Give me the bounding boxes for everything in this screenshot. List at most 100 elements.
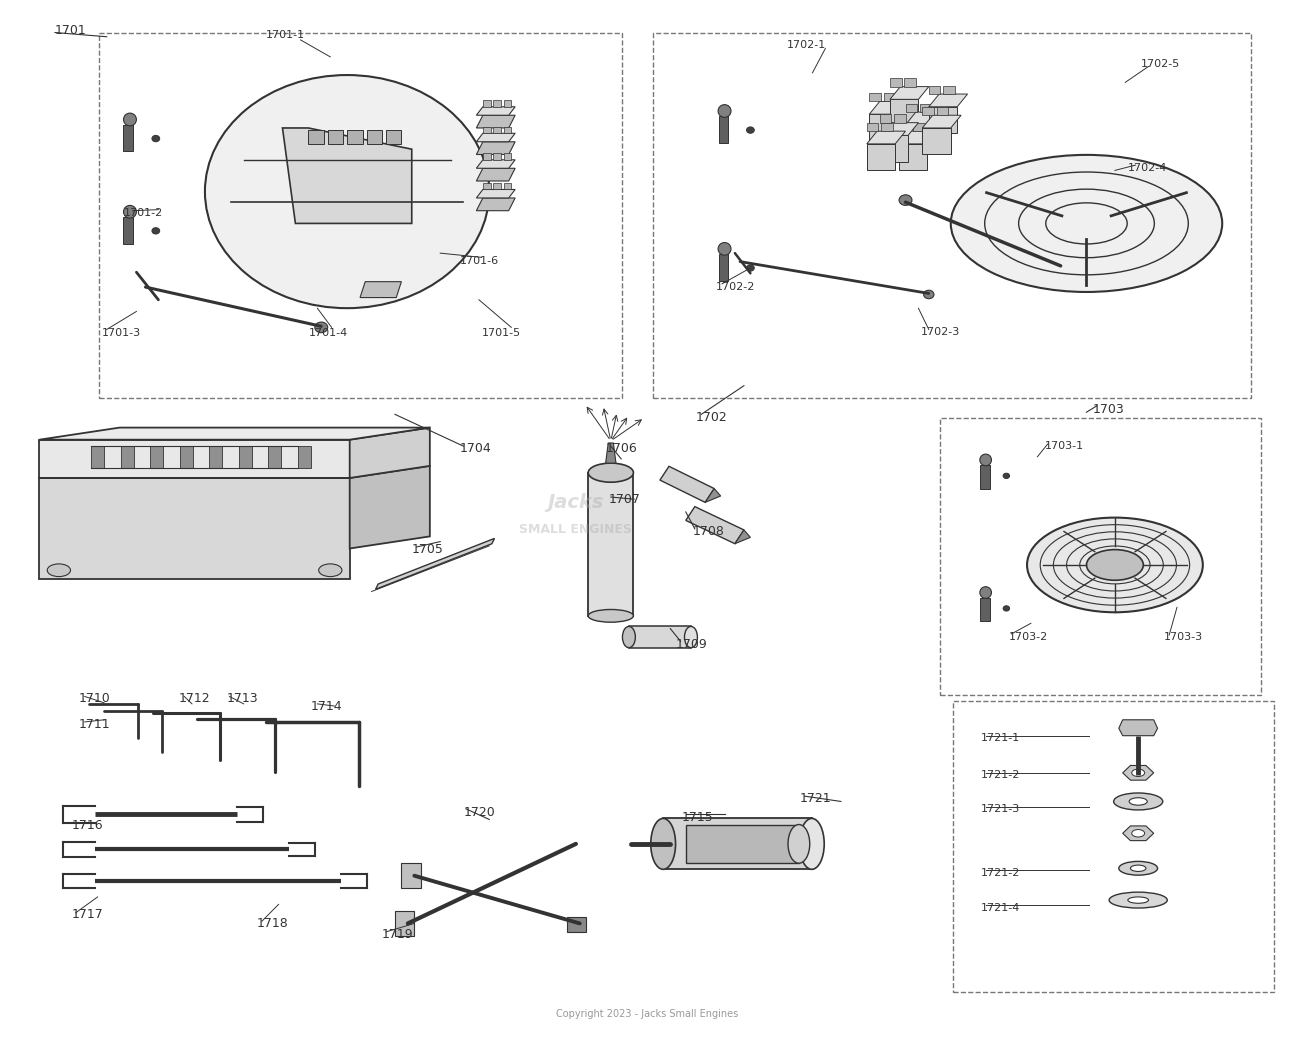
Polygon shape: [268, 446, 281, 468]
Bar: [941, 417, 1260, 696]
Polygon shape: [476, 189, 515, 198]
Polygon shape: [981, 465, 990, 489]
Polygon shape: [493, 126, 501, 133]
Ellipse shape: [1132, 829, 1145, 837]
Polygon shape: [660, 466, 714, 502]
Text: 1707: 1707: [608, 493, 641, 506]
Ellipse shape: [589, 610, 634, 622]
Polygon shape: [476, 116, 515, 127]
Polygon shape: [905, 79, 916, 87]
Ellipse shape: [1132, 769, 1145, 776]
Text: 1713: 1713: [226, 692, 259, 705]
Polygon shape: [867, 143, 895, 170]
Polygon shape: [929, 95, 968, 107]
Polygon shape: [899, 143, 928, 170]
Polygon shape: [327, 130, 343, 143]
Polygon shape: [881, 123, 893, 131]
Polygon shape: [483, 153, 490, 159]
Ellipse shape: [151, 227, 159, 234]
Ellipse shape: [924, 290, 934, 298]
Text: 1708: 1708: [692, 525, 725, 537]
Polygon shape: [493, 183, 501, 189]
Ellipse shape: [123, 114, 136, 125]
Bar: [653, 33, 1250, 398]
Ellipse shape: [1130, 798, 1148, 805]
Ellipse shape: [622, 627, 635, 648]
Ellipse shape: [314, 322, 327, 332]
Polygon shape: [375, 538, 494, 589]
Text: 1701-3: 1701-3: [101, 328, 141, 338]
Polygon shape: [870, 115, 898, 140]
Polygon shape: [943, 86, 955, 95]
Text: 1703-3: 1703-3: [1165, 632, 1203, 643]
Polygon shape: [629, 627, 691, 648]
Text: 1702: 1702: [696, 411, 727, 424]
Polygon shape: [890, 79, 902, 87]
Polygon shape: [920, 104, 932, 113]
Ellipse shape: [980, 455, 991, 466]
Polygon shape: [719, 254, 729, 280]
Text: 1706: 1706: [606, 442, 638, 455]
Text: 1703-1: 1703-1: [1046, 441, 1084, 451]
Ellipse shape: [1027, 517, 1203, 613]
Polygon shape: [123, 125, 132, 151]
Polygon shape: [923, 127, 951, 154]
Polygon shape: [1119, 720, 1158, 736]
Polygon shape: [120, 446, 133, 468]
Text: 1721-1: 1721-1: [981, 733, 1020, 742]
Polygon shape: [867, 131, 906, 143]
Polygon shape: [899, 131, 938, 143]
Text: 1703: 1703: [1093, 402, 1124, 415]
Polygon shape: [1123, 826, 1154, 841]
Text: 1702-3: 1702-3: [921, 327, 960, 337]
Polygon shape: [308, 130, 324, 143]
Polygon shape: [483, 101, 490, 107]
Polygon shape: [123, 217, 132, 243]
Polygon shape: [476, 159, 515, 168]
Text: 1704: 1704: [459, 442, 492, 455]
Text: 1701-6: 1701-6: [459, 256, 498, 266]
Text: 1703-2: 1703-2: [1009, 632, 1048, 643]
Polygon shape: [40, 440, 349, 478]
Ellipse shape: [1109, 892, 1167, 908]
Polygon shape: [476, 168, 515, 181]
Text: 1702-2: 1702-2: [716, 282, 754, 292]
Text: 1715: 1715: [682, 811, 714, 824]
Text: Copyright 2023 - Jacks Small Engines: Copyright 2023 - Jacks Small Engines: [556, 1009, 738, 1018]
Ellipse shape: [788, 824, 810, 863]
Ellipse shape: [718, 105, 731, 118]
Text: 1701-1: 1701-1: [265, 30, 305, 39]
Polygon shape: [476, 107, 515, 116]
Text: 1721-3: 1721-3: [981, 804, 1020, 813]
Polygon shape: [923, 116, 961, 127]
Polygon shape: [880, 135, 908, 161]
Ellipse shape: [151, 135, 159, 141]
Polygon shape: [91, 446, 104, 468]
Polygon shape: [282, 127, 411, 223]
Ellipse shape: [685, 627, 697, 648]
Polygon shape: [884, 93, 895, 102]
Polygon shape: [150, 446, 163, 468]
Text: 1701-4: 1701-4: [308, 328, 348, 338]
Polygon shape: [395, 911, 414, 937]
Polygon shape: [366, 130, 382, 143]
Ellipse shape: [718, 242, 731, 255]
Bar: [98, 33, 622, 398]
Ellipse shape: [1131, 866, 1146, 872]
Polygon shape: [906, 104, 917, 113]
Polygon shape: [870, 93, 881, 102]
Polygon shape: [663, 819, 811, 870]
Polygon shape: [880, 123, 919, 135]
Text: 1721-4: 1721-4: [981, 903, 1020, 912]
Ellipse shape: [589, 463, 634, 482]
Polygon shape: [483, 126, 490, 133]
Polygon shape: [899, 123, 911, 131]
Polygon shape: [401, 863, 421, 889]
Polygon shape: [476, 133, 515, 141]
Polygon shape: [483, 183, 490, 189]
Polygon shape: [386, 130, 401, 143]
Polygon shape: [606, 443, 616, 463]
Polygon shape: [906, 125, 934, 151]
Text: 1721-2: 1721-2: [981, 868, 1020, 877]
Text: 1714: 1714: [311, 700, 343, 713]
